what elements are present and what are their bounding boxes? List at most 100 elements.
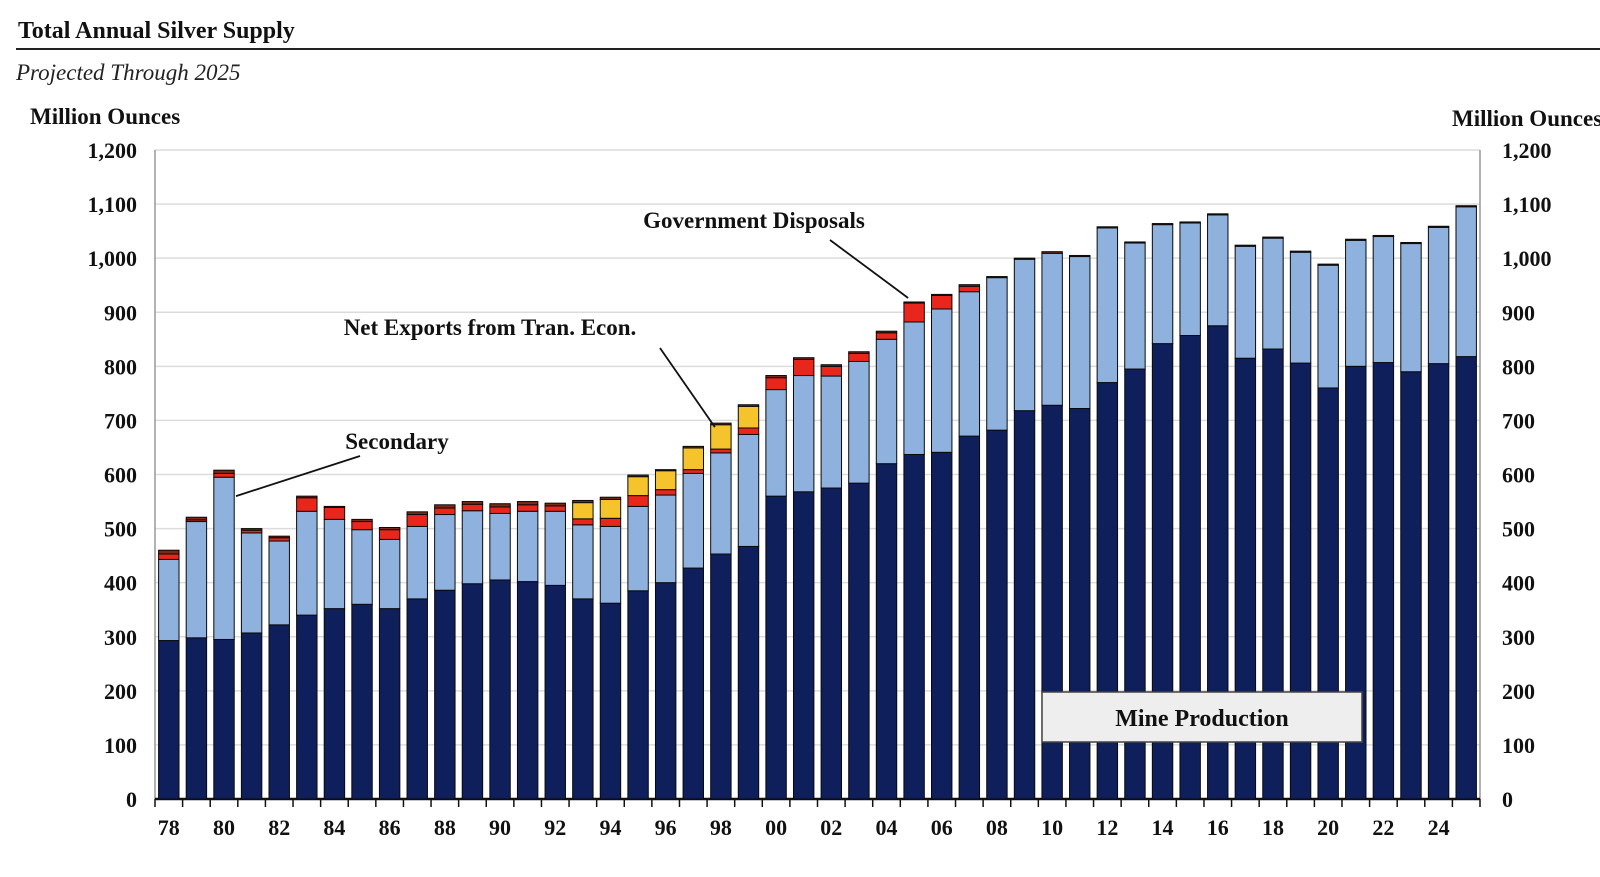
bar-mine-production-90 xyxy=(489,579,511,800)
bar-government-disposals-95 xyxy=(627,495,649,507)
x-tick-label: 86 xyxy=(379,815,401,840)
bar-other-06 xyxy=(931,293,953,296)
bar-other-01 xyxy=(792,357,815,360)
bar-mine-production-85 xyxy=(351,603,373,800)
bar-mine-production-92 xyxy=(544,584,566,800)
bar-mine-production-05 xyxy=(903,453,925,800)
bar-other-79 xyxy=(185,516,208,521)
bar-other-24 xyxy=(1427,225,1450,228)
bar-net-exports-from-tran-econ--99 xyxy=(737,405,760,429)
bar-government-disposals-06 xyxy=(931,294,953,310)
bar-other-83 xyxy=(296,495,318,499)
x-tick-label: 20 xyxy=(1317,815,1339,840)
bar-mine-production-94 xyxy=(599,602,622,800)
bar-secondary-07 xyxy=(958,291,981,437)
bar-mine-production-89 xyxy=(461,583,484,800)
bar-secondary-08 xyxy=(986,277,1008,431)
y-tick-label-right: 1,000 xyxy=(1502,246,1552,271)
bar-other-07 xyxy=(958,284,981,287)
x-tick-label: 92 xyxy=(544,815,566,840)
bar-secondary-00 xyxy=(765,389,787,497)
y-tick-label-left: 900 xyxy=(104,300,137,325)
bar-secondary-21 xyxy=(1345,239,1367,367)
x-tick-label: 24 xyxy=(1428,815,1450,840)
bar-other-22 xyxy=(1372,234,1395,238)
y-tick-label-left: 800 xyxy=(104,354,137,379)
chart-title: Total Annual Silver Supply xyxy=(18,18,295,44)
bar-government-disposals-05 xyxy=(903,302,925,323)
annotation-government-disposals: Government Disposals xyxy=(643,208,865,233)
x-tick-label: 90 xyxy=(489,815,511,840)
y-tick-label-left: 100 xyxy=(104,733,137,758)
y-tick-label-left: 700 xyxy=(104,408,137,433)
bar-secondary-02 xyxy=(820,375,843,489)
x-tick-label: 10 xyxy=(1041,815,1063,840)
bar-government-disposals-78 xyxy=(158,553,180,560)
bar-secondary-19 xyxy=(1289,251,1312,364)
x-tick-label: 82 xyxy=(268,815,290,840)
bar-secondary-92 xyxy=(544,510,566,586)
bar-secondary-11 xyxy=(1069,256,1091,410)
bar-government-disposals-04 xyxy=(875,332,898,340)
bar-other-80 xyxy=(213,469,235,474)
bar-secondary-01 xyxy=(792,375,815,493)
bar-other-19 xyxy=(1289,250,1312,253)
bar-government-disposals-89 xyxy=(461,503,484,512)
bar-net-exports-from-tran-econ--95 xyxy=(627,476,649,497)
bar-other-02 xyxy=(820,364,843,367)
bar-mine-production-04 xyxy=(875,463,898,800)
y-tick-label-left: 500 xyxy=(104,517,137,542)
bar-secondary-81 xyxy=(240,532,263,634)
x-tick-label: 18 xyxy=(1262,815,1284,840)
y-tick-label-left: 300 xyxy=(104,625,137,650)
bar-secondary-25 xyxy=(1455,206,1477,358)
bar-secondary-86 xyxy=(378,538,401,610)
annotation-mine-production: Mine Production xyxy=(1115,706,1289,732)
annotation-box-mine-production xyxy=(1041,691,1363,743)
bar-other-97 xyxy=(682,445,704,449)
bar-net-exports-from-tran-econ--94 xyxy=(599,498,622,519)
y-tick-label-right: 800 xyxy=(1502,354,1535,379)
bar-government-disposals-93 xyxy=(572,518,594,526)
bar-secondary-88 xyxy=(434,514,456,591)
bar-mine-production-22 xyxy=(1372,362,1395,800)
y-tick-label-left: 400 xyxy=(104,571,137,596)
y-tick-label-right: 900 xyxy=(1502,300,1535,325)
y-tick-label-right: 300 xyxy=(1502,625,1535,650)
y-tick-label-right: 200 xyxy=(1502,679,1535,704)
bar-secondary-80 xyxy=(213,476,235,640)
x-tick-label: 06 xyxy=(931,815,953,840)
x-tick-label: 22 xyxy=(1372,815,1394,840)
bar-other-25 xyxy=(1455,205,1477,208)
y-tick-label-left: 1,200 xyxy=(88,138,138,163)
bar-secondary-22 xyxy=(1372,236,1395,364)
bar-government-disposals-99 xyxy=(737,427,760,435)
bar-other-91 xyxy=(516,501,539,506)
x-tick-label: 88 xyxy=(434,815,456,840)
bar-government-disposals-01 xyxy=(792,358,815,377)
bar-secondary-23 xyxy=(1400,243,1422,373)
bar-other-23 xyxy=(1400,241,1422,245)
bar-other-21 xyxy=(1345,238,1367,241)
bar-secondary-98 xyxy=(710,452,732,555)
bar-other-20 xyxy=(1317,263,1339,266)
bar-government-disposals-83 xyxy=(296,497,318,512)
bar-secondary-78 xyxy=(158,558,180,642)
bar-secondary-06 xyxy=(931,308,953,453)
bar-secondary-12 xyxy=(1096,227,1119,384)
bar-government-disposals-94 xyxy=(599,517,622,527)
bar-other-78 xyxy=(158,549,180,555)
bar-secondary-93 xyxy=(572,524,594,600)
annotation-net-exports: Net Exports from Tran. Econ. xyxy=(344,315,637,340)
bar-other-99 xyxy=(737,404,760,407)
x-tick-label: 80 xyxy=(213,815,235,840)
y-tick-label-right: 0 xyxy=(1502,787,1513,812)
bar-net-exports-from-tran-econ--96 xyxy=(654,470,677,491)
bar-government-disposals-02 xyxy=(820,365,843,377)
bar-secondary-83 xyxy=(296,510,318,616)
bar-other-95 xyxy=(627,474,649,478)
bar-secondary-13 xyxy=(1124,242,1146,370)
y-tick-label-right: 500 xyxy=(1502,517,1535,542)
bar-mine-production-78 xyxy=(158,640,180,800)
y-tick-label-left: 200 xyxy=(104,679,137,704)
